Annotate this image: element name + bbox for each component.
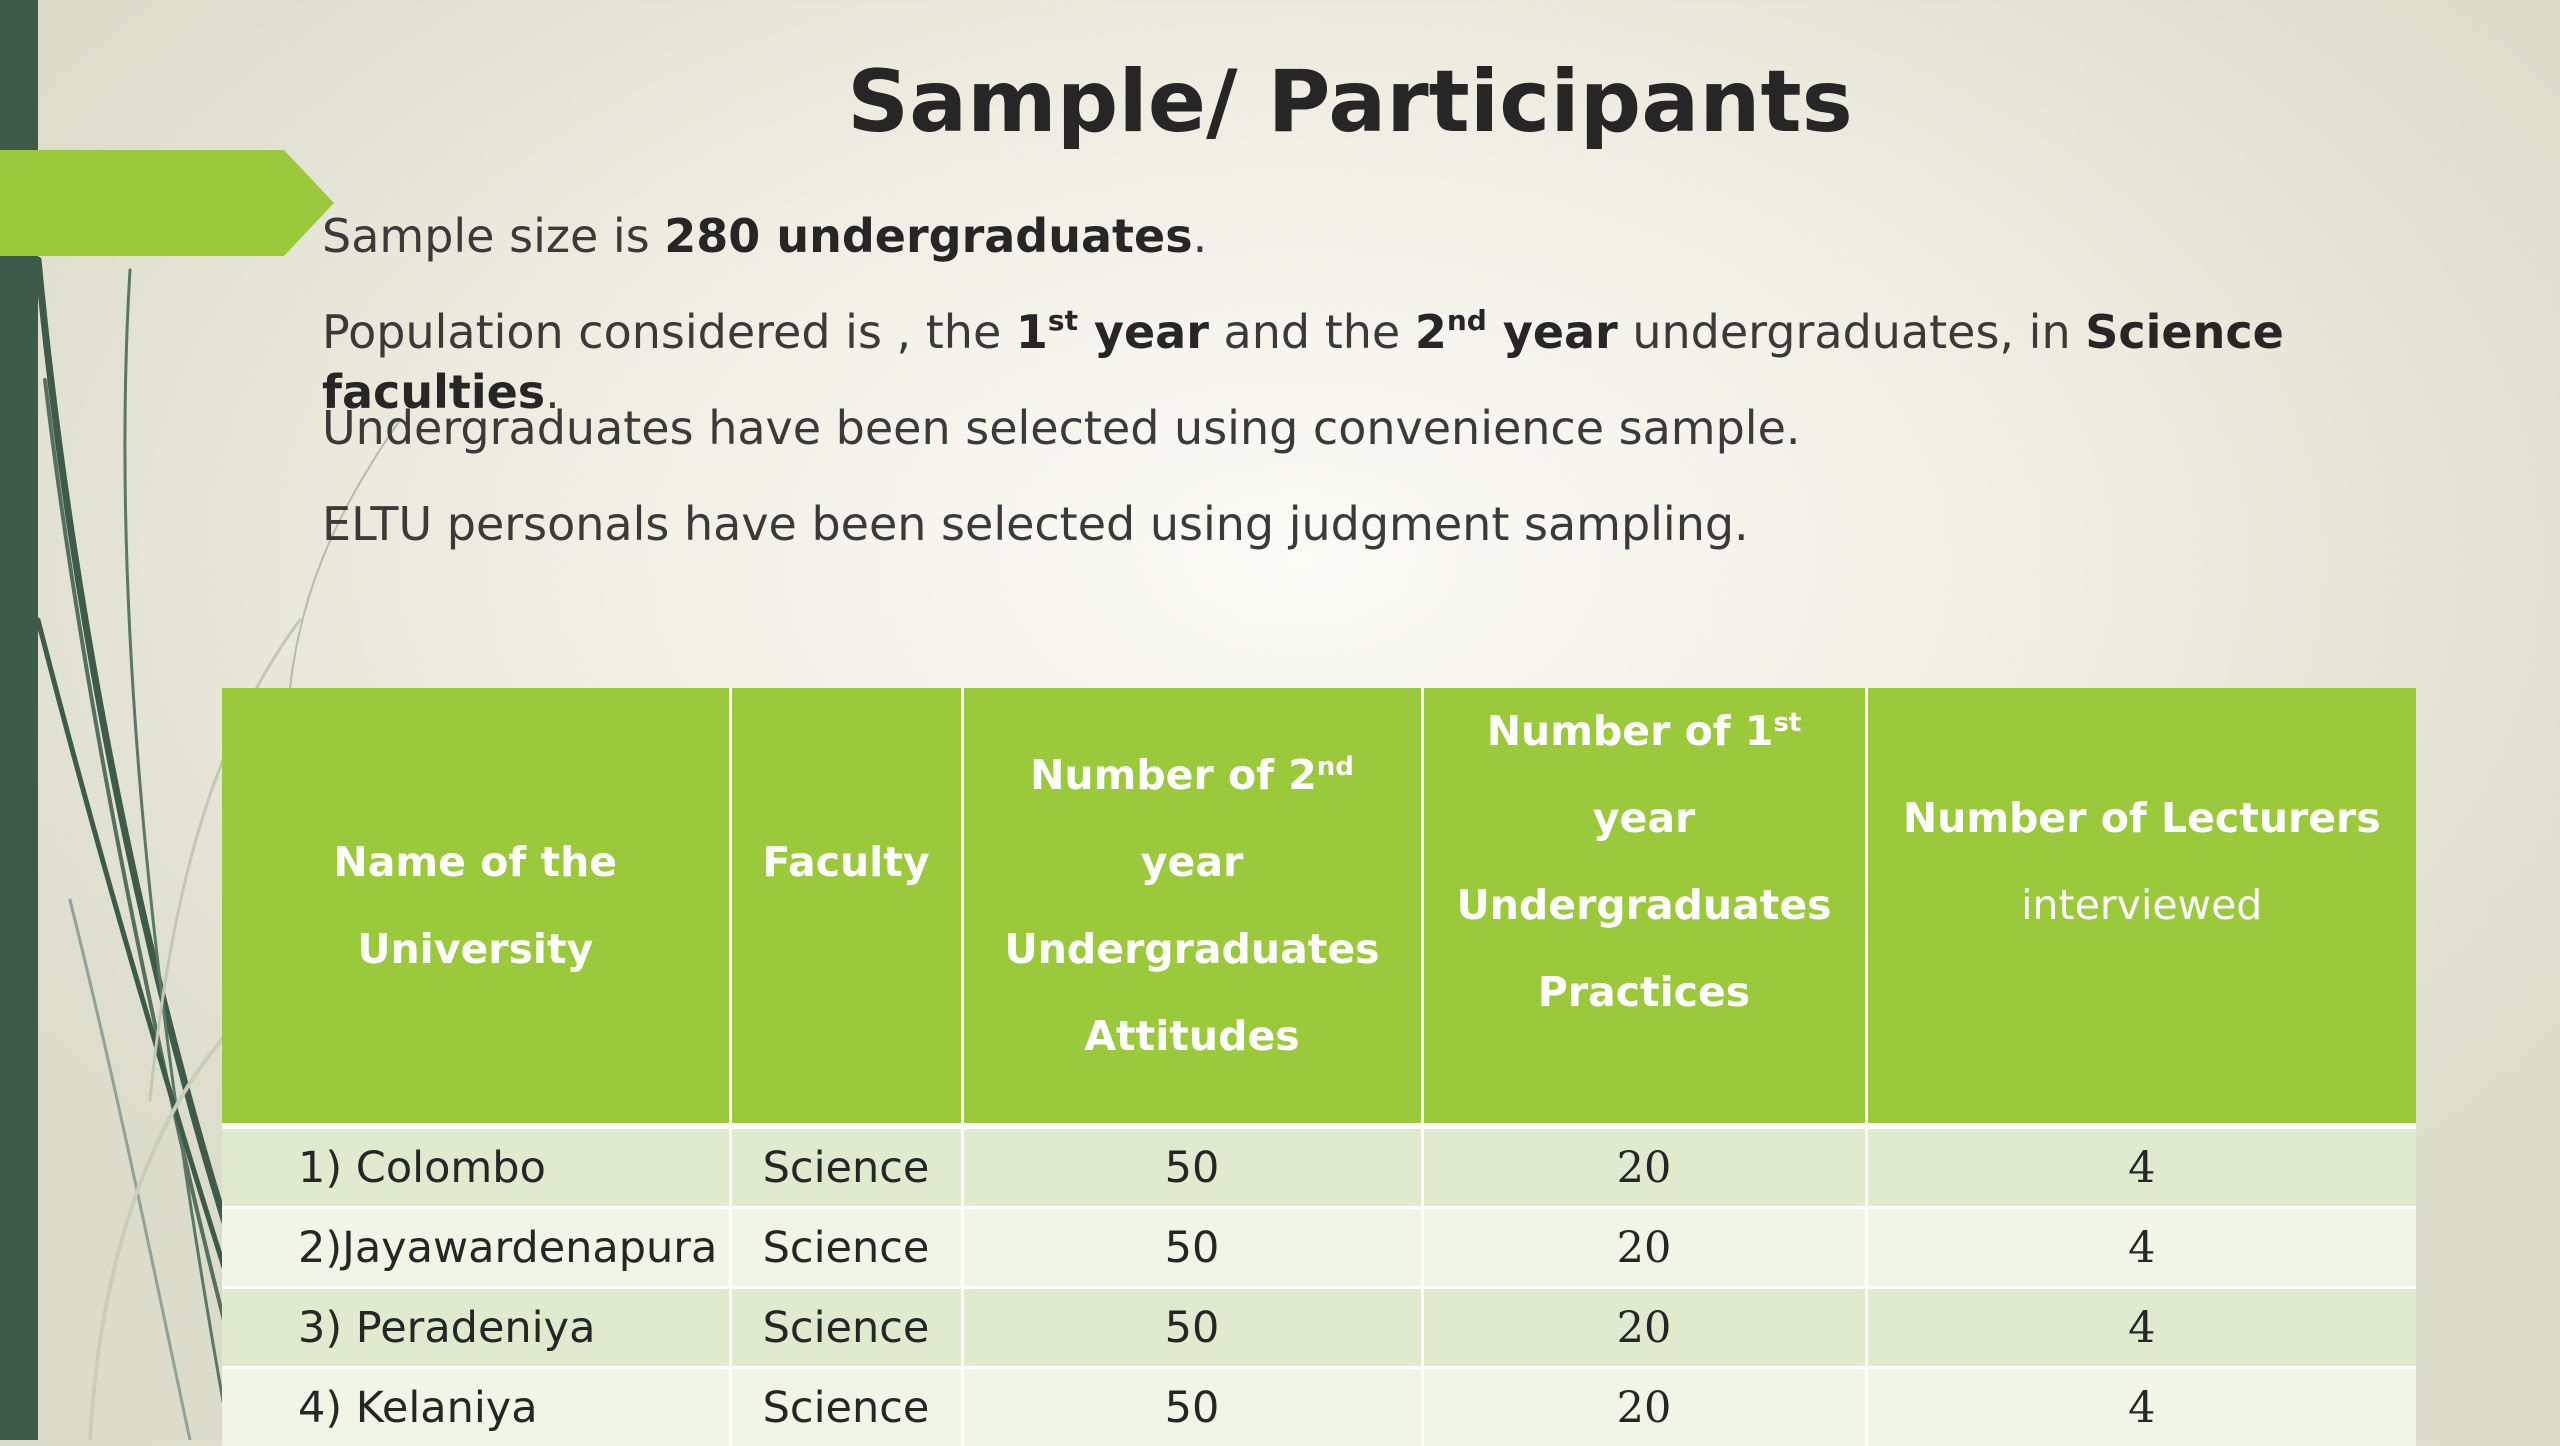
cell-lecturers: 4 (1866, 1368, 2416, 1446)
cell-second-year: 50 (962, 1288, 1422, 1368)
header-faculty: Faculty (730, 688, 962, 1126)
cell-second-year: 50 (962, 1208, 1422, 1288)
bullet-sample-size: Sample size is 280 undergraduates. (322, 206, 2522, 302)
cell-first-year: 20 (1422, 1368, 1866, 1446)
cell-faculty: Science (730, 1208, 962, 1288)
cell-lecturers: 4 (1866, 1208, 2416, 1288)
cell-first-year: 20 (1422, 1126, 1866, 1208)
bullet-convenience-sample: Undergraduates have been selected using … (322, 398, 2522, 494)
cell-lecturers: 4 (1866, 1288, 2416, 1368)
cell-second-year: 50 (962, 1368, 1422, 1446)
cell-university: 1) Colombo (222, 1126, 730, 1208)
cell-university: 4) Kelaniya (222, 1368, 730, 1446)
cell-second-year: 50 (962, 1126, 1422, 1208)
table-row: 2)Jayawardenapura Science 50 20 4 (222, 1208, 2416, 1288)
cell-first-year: 20 (1422, 1288, 1866, 1368)
table-row: 3) Peradeniya Science 50 20 4 (222, 1288, 2416, 1368)
green-arrow-banner (0, 150, 340, 256)
table-row: 4) Kelaniya Science 50 20 4 (222, 1368, 2416, 1446)
cell-lecturers: 4 (1866, 1126, 2416, 1208)
cell-university: 2)Jayawardenapura (222, 1208, 730, 1288)
bullet-judgment-sampling: ELTU personals have been selected using … (322, 494, 2522, 590)
cell-university: 3) Peradeniya (222, 1288, 730, 1368)
bullet-population: Population considered is , the 1st year … (322, 302, 2522, 398)
cell-faculty: Science (730, 1368, 962, 1446)
slide-title: Sample/ Participants (0, 52, 2560, 152)
table-row: 1) Colombo Science 50 20 4 (222, 1126, 2416, 1208)
cell-first-year: 20 (1422, 1208, 1866, 1288)
cell-faculty: Science (730, 1288, 962, 1368)
bullet-list: Sample size is 280 undergraduates. Popul… (322, 206, 2522, 590)
cell-faculty: Science (730, 1126, 962, 1208)
